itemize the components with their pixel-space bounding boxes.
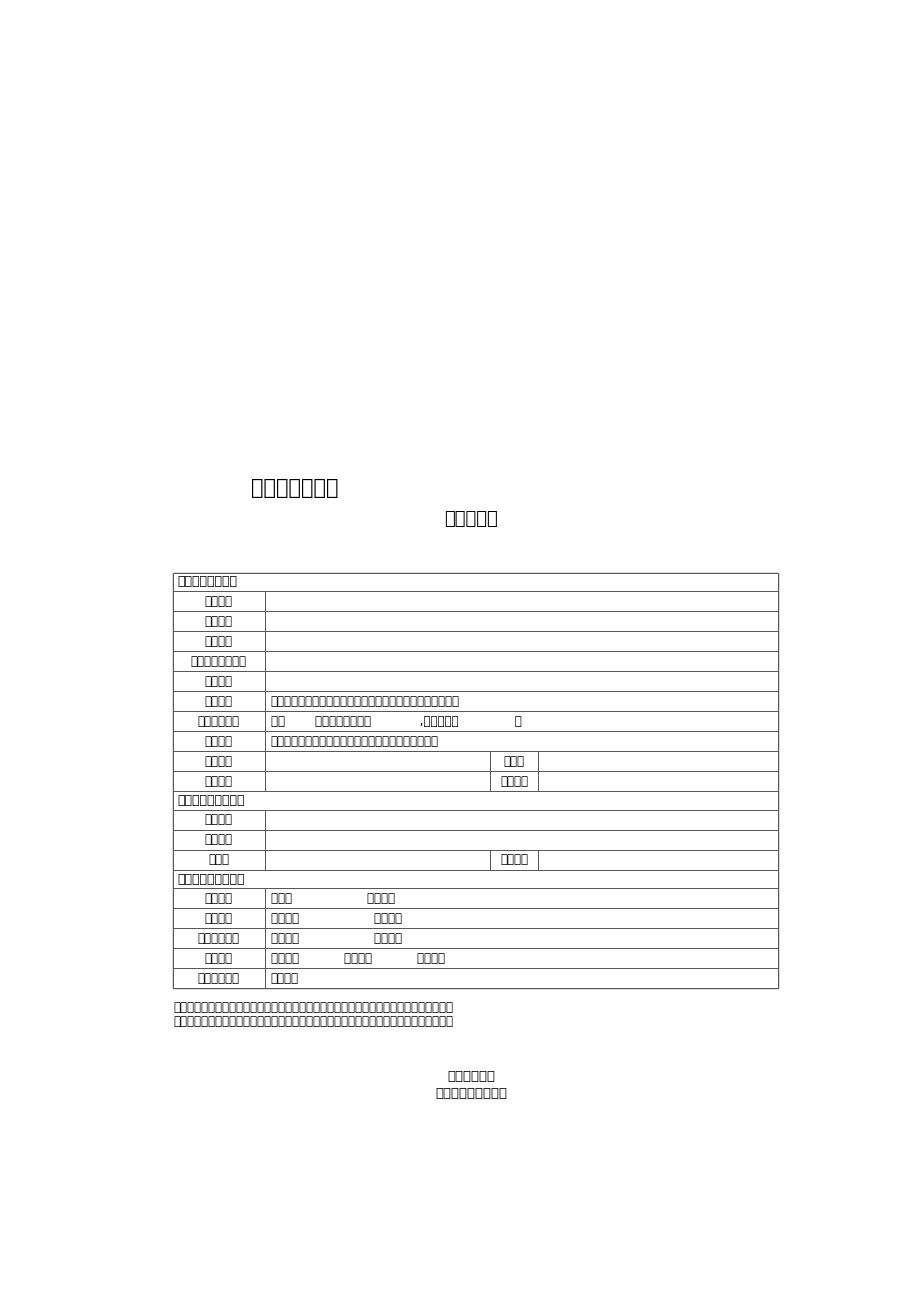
Text: 联系手机: 联系手机 bbox=[205, 775, 233, 788]
Bar bbox=[173, 791, 777, 809]
Text: 是否上市公司: 是否上市公司 bbox=[198, 714, 240, 727]
Bar bbox=[173, 830, 265, 850]
Bar bbox=[173, 591, 265, 611]
Bar bbox=[173, 671, 265, 691]
Bar bbox=[173, 968, 265, 989]
Bar bbox=[173, 870, 777, 889]
Bar bbox=[265, 968, 777, 989]
Bar bbox=[265, 948, 777, 968]
Bar bbox=[265, 929, 777, 948]
Text: 口零碳工厂口零碳数据中心口零碳园区口零碳物流园区: 口零碳工厂口零碳数据中心口零碳园区口零碳物流园区 bbox=[270, 735, 438, 748]
Bar bbox=[265, 752, 490, 771]
Text: 统一社会信用代码: 统一社会信用代码 bbox=[190, 654, 246, 667]
Text: 口创建型                    口示范型: 口创建型 口示范型 bbox=[270, 932, 402, 945]
Bar bbox=[490, 752, 538, 771]
Text: 负责人签字：: 负责人签字： bbox=[447, 1069, 495, 1082]
Bar bbox=[173, 691, 265, 712]
Text: 零碳工厂: 零碳工厂 bbox=[205, 912, 233, 925]
Bar bbox=[538, 771, 777, 791]
Bar bbox=[265, 809, 777, 830]
Bar bbox=[173, 631, 265, 652]
Text: 企业性质: 企业性质 bbox=[205, 695, 233, 708]
Bar bbox=[538, 752, 777, 771]
Text: 基本要求: 基本要求 bbox=[205, 892, 233, 905]
Text: 内资（口国有口集体口民营）口中外合资口港澳台口外商独资: 内资（口国有口集体口民营）口中外合资口港澳台口外商独资 bbox=[270, 695, 460, 708]
Bar bbox=[265, 889, 777, 908]
Text: 所属行业: 所属行业 bbox=[205, 635, 233, 648]
Bar bbox=[173, 809, 265, 830]
Text: 口基础级            口创建级            口引领级: 口基础级 口创建级 口引领级 bbox=[270, 952, 444, 965]
Bar bbox=[265, 731, 777, 752]
Text: 二、第三方机构信息: 二、第三方机构信息 bbox=[177, 794, 245, 807]
Text: 口否        口是（上市时间：             ,股票代码：               ）: 口否 口是（上市时间： ,股票代码： ） bbox=[270, 714, 521, 727]
Text: 一、基本信息表: 一、基本信息表 bbox=[250, 477, 338, 498]
Bar bbox=[265, 652, 777, 671]
Text: 主要产品: 主要产品 bbox=[205, 675, 233, 688]
Text: （第三方机构公章）: （第三方机构公章） bbox=[435, 1086, 507, 1099]
Bar bbox=[265, 712, 777, 731]
Bar bbox=[173, 889, 265, 908]
Text: 方评价程序规范完整，结论客观公正。评价报告若存在弄虚作假，本机构愿承担相应责任。: 方评价程序规范完整，结论客观公正。评价报告若存在弄虚作假，本机构愿承担相应责任。 bbox=[173, 1015, 453, 1028]
Bar bbox=[265, 771, 490, 791]
Bar bbox=[173, 652, 265, 671]
Bar bbox=[538, 850, 777, 870]
Bar bbox=[173, 572, 777, 989]
Text: 口符合                    口不符合: 口符合 口不符合 bbox=[270, 892, 394, 905]
Text: 机构地址: 机构地址 bbox=[205, 834, 233, 847]
Bar bbox=[265, 631, 777, 652]
Bar bbox=[265, 850, 490, 870]
Text: 三、第三方评价结果: 三、第三方评价结果 bbox=[177, 873, 245, 886]
Text: 电子邮箱: 电子邮箱 bbox=[500, 775, 528, 788]
Bar bbox=[490, 850, 538, 870]
Bar bbox=[265, 830, 777, 850]
Bar bbox=[173, 611, 265, 631]
Text: 申报类型: 申报类型 bbox=[205, 735, 233, 748]
Text: 联系人: 联系人 bbox=[504, 755, 524, 768]
Bar bbox=[265, 908, 777, 929]
Bar bbox=[265, 611, 777, 631]
Text: 基本信息表: 基本信息表 bbox=[444, 510, 498, 528]
Bar bbox=[265, 671, 777, 691]
Text: 联系人: 联系人 bbox=[208, 853, 229, 866]
Text: 口创建型                    口示范型: 口创建型 口示范型 bbox=[270, 912, 402, 925]
Text: 联系电话: 联系电话 bbox=[500, 853, 528, 866]
Bar bbox=[490, 771, 538, 791]
Bar bbox=[173, 712, 265, 731]
Bar bbox=[173, 929, 265, 948]
Bar bbox=[173, 572, 777, 591]
Bar bbox=[173, 731, 265, 752]
Bar bbox=[265, 691, 777, 712]
Text: 零碳园区: 零碳园区 bbox=[205, 952, 233, 965]
Text: 单位地址: 单位地址 bbox=[205, 614, 233, 627]
Bar bbox=[173, 908, 265, 929]
Bar bbox=[265, 591, 777, 611]
Text: 机构名称: 机构名称 bbox=[205, 813, 233, 826]
Bar bbox=[173, 752, 265, 771]
Text: 零碳物流园区: 零碳物流园区 bbox=[198, 972, 240, 985]
Text: 申报部门: 申报部门 bbox=[205, 755, 233, 768]
Text: 单位名称: 单位名称 bbox=[205, 595, 233, 608]
Text: 零碳数据中心: 零碳数据中心 bbox=[198, 932, 240, 945]
Text: 本机构承诺，已对申请工厂（数据中心、园区）材料进行了全面审核，材料真实有效，第三: 本机构承诺，已对申请工厂（数据中心、园区）材料进行了全面审核，材料真实有效，第三 bbox=[173, 1000, 453, 1013]
Text: 一、申报主体信息: 一、申报主体信息 bbox=[177, 575, 237, 588]
Bar bbox=[173, 850, 265, 870]
Bar bbox=[173, 771, 265, 791]
Bar bbox=[173, 948, 265, 968]
Text: 口示范型: 口示范型 bbox=[270, 972, 299, 985]
